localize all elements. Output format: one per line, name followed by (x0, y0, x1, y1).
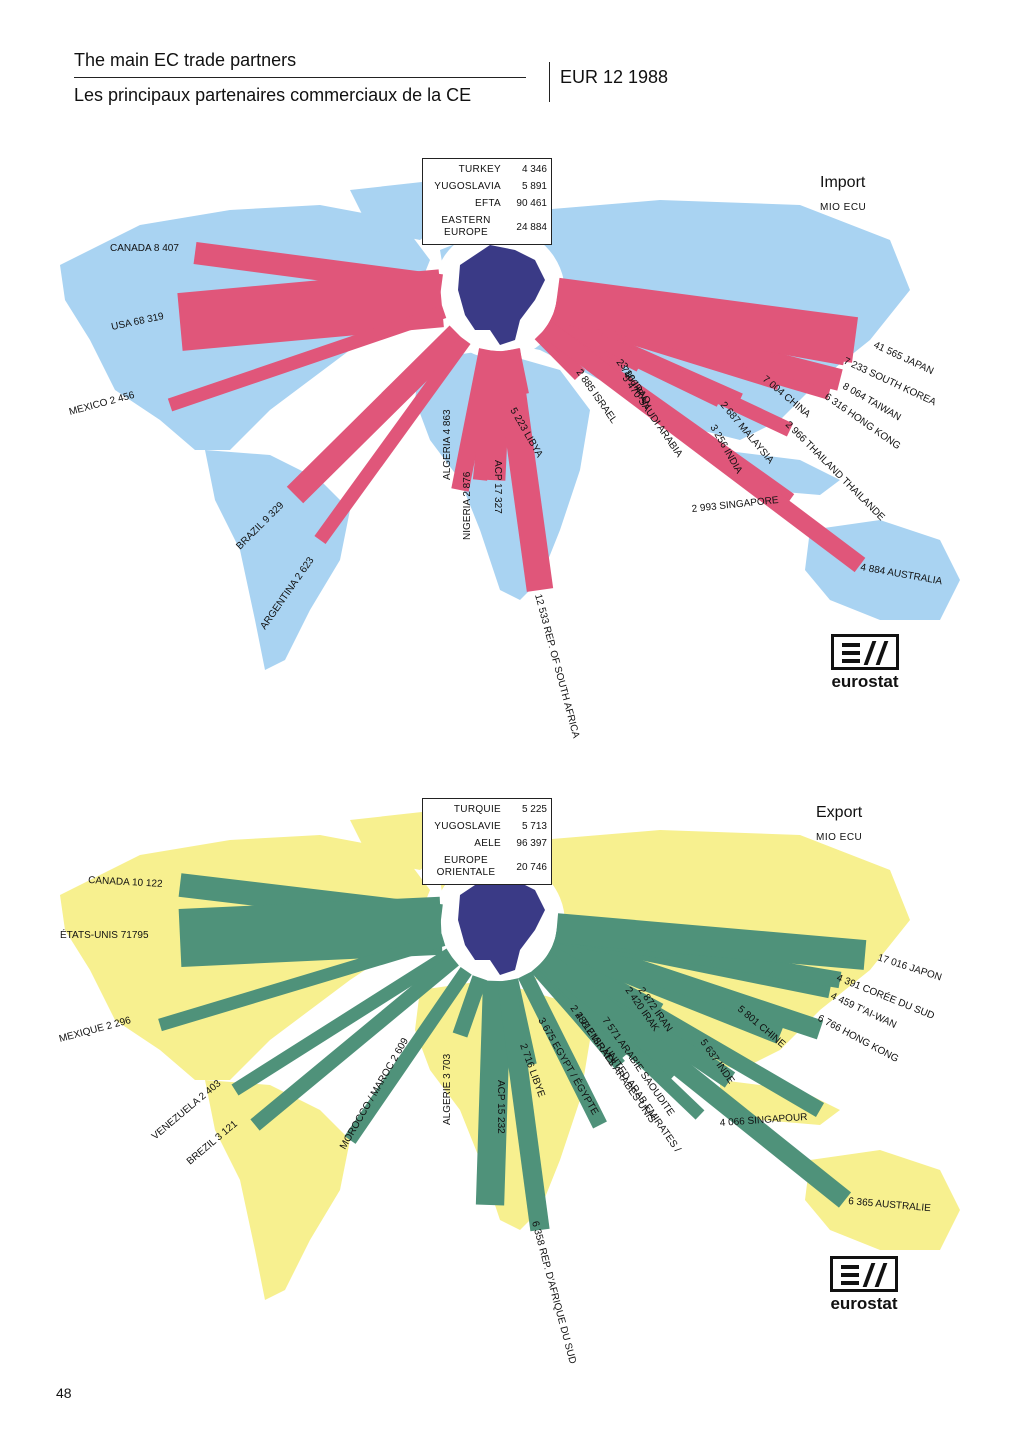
flow-label: MEXICO 2 456 (68, 390, 136, 418)
europe-outline (458, 245, 545, 345)
legend-name: AELE (474, 838, 501, 849)
trade-flow-band (539, 320, 866, 573)
import-unit: MIO ECU (820, 202, 867, 213)
legend-row: EFTA 90 461 (427, 195, 547, 212)
trade-flow-band (553, 277, 859, 363)
page-number: 48 (56, 1385, 72, 1401)
flow-label: ÉTATS-UNIS 71795 (60, 928, 149, 941)
trade-flow-band (452, 975, 488, 1038)
export-title: Export (816, 804, 863, 821)
south-america-landmass (205, 1080, 350, 1300)
flow-label: CANADA 8 407 (110, 243, 179, 254)
trade-flow-band (158, 933, 446, 1032)
legend-value: 5 713 (521, 821, 547, 832)
trade-flow-band (250, 954, 459, 1131)
legend-row: AELE 96 397 (427, 835, 547, 852)
export-map-canvas: CANADA 10 122 ÉTATS-UNIS 71795 MEXIQUE 2 2… (58, 810, 960, 1365)
trade-flow-band (178, 896, 443, 967)
flow-label: ACP 17 327 (492, 460, 503, 514)
trade-flow-band (550, 931, 824, 1040)
legend-name: EUROPE ORIENTALE (436, 855, 496, 878)
legend-row: YUGOSLAVIE 5 713 (427, 818, 547, 835)
legend-value: 90 461 (516, 198, 547, 209)
trade-flow-band (475, 980, 512, 1206)
flow-label: ALGERIE 3 703 (442, 1053, 453, 1125)
export-unit: MIO ECU (816, 832, 863, 843)
eurostat-logo-mark (830, 1256, 898, 1292)
trade-flow-band (314, 335, 471, 545)
eurostat-logo-text: eurostat (831, 672, 899, 691)
south-america-landmass (205, 450, 350, 670)
legend-name: TURQUIE (453, 804, 501, 815)
legend-row: EASTERN EUROPE 24 884 (427, 212, 547, 242)
title-french: Les principaux partenaires commerciaux d… (74, 85, 472, 105)
page-header: The main EC trade partners Les principau… (74, 50, 694, 110)
legend-name: EFTA (474, 198, 501, 209)
trade-flow-band (538, 951, 852, 1208)
trade-flow-band (286, 325, 466, 504)
legend-name: YUGOSLAVIA (434, 181, 501, 192)
title-region-year: EUR 12 1988 (560, 67, 669, 87)
export-legend: TURQUIE 5 225 YUGOSLAVIE 5 713 AELE 96 397 … (422, 798, 552, 885)
eurostat-logo-text: eurostat (830, 1294, 898, 1313)
flow-label: 2 993 SINGAPORE (691, 495, 779, 515)
flow-label: ALGERIA 4 863 (442, 409, 453, 480)
legend-name: TURKEY (458, 164, 501, 175)
flow-label: ACP 15 232 (495, 1080, 506, 1134)
legend-value: 20 746 (516, 861, 547, 873)
import-map: CANADA 8 407 USA 68 319 MEXICO 2 456 BRAZIL… (20, 150, 1000, 750)
legend-row: EUROPE ORIENTALE 20 746 (427, 852, 547, 882)
import-legend: TURKEY 4 346 YUGOSLAVIA 5 891 EFTA 90 461 E… (422, 158, 552, 245)
title-vertical-divider (549, 62, 550, 102)
eurostat-logo-mark (831, 634, 899, 670)
legend-name: YUGOSLAVIE (434, 821, 501, 832)
trade-flow-band (493, 348, 554, 592)
trade-flow-band (167, 305, 447, 412)
flow-label: NIGERIA 2 876 (462, 471, 473, 540)
flow-label: 6 358 REP. D'AFRIQUE DU SUD (529, 1220, 578, 1365)
legend-row: TURKEY 4 346 (427, 161, 547, 178)
legend-row: YUGOSLAVIA 5 891 (427, 178, 547, 195)
title-english: The main EC trade partners (74, 50, 297, 70)
flow-label: MEXIQUE 2 296 (58, 1015, 133, 1045)
legend-value: 5 891 (521, 181, 547, 192)
import-flow-group (167, 241, 866, 592)
legend-name: EASTERN EUROPE (441, 215, 491, 238)
flow-label: CANADA 10 122 (88, 875, 163, 890)
title-divider (74, 77, 526, 78)
legend-value: 4 346 (521, 164, 547, 175)
trade-flow-band (231, 948, 454, 1096)
legend-value: 5 225 (521, 804, 547, 815)
legend-value: 96 397 (516, 838, 547, 849)
australia-landmass (805, 1150, 960, 1250)
europe-outline (458, 875, 545, 975)
eurostat-logo: eurostat (825, 634, 905, 694)
trade-flow-band (534, 329, 586, 381)
flow-label: 17 016 JAPON (876, 952, 943, 983)
flow-label: 12 533 REP. OF SOUTH AFRICA (532, 593, 581, 740)
trade-flow-band (518, 971, 607, 1129)
legend-row: TURQUIE 5 225 (427, 801, 547, 818)
export-flow-group (158, 873, 867, 1232)
trade-flow-band (344, 966, 472, 1144)
legend-value: 24 884 (516, 221, 547, 233)
trade-flow-band (497, 979, 550, 1232)
trade-flow-band (545, 945, 825, 1117)
trade-flow-band (548, 311, 794, 437)
eurostat-logo: eurostat (824, 1256, 904, 1316)
import-title: Import (820, 174, 866, 191)
export-map: CANADA 10 122 ÉTATS-UNIS 71795 MEXIQUE 2 2… (20, 780, 1000, 1380)
trade-flow-band (555, 913, 867, 970)
